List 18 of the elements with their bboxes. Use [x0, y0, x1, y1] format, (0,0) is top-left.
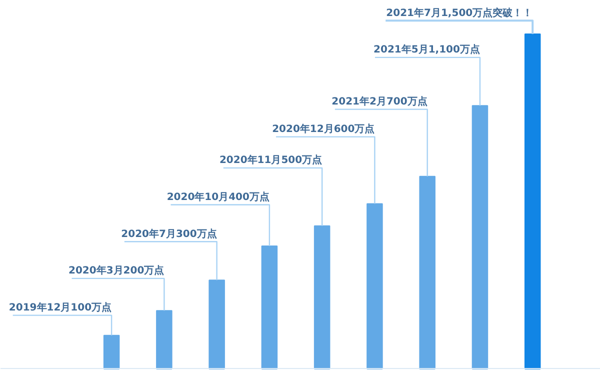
annotation: 2020年7月300万点	[121, 228, 217, 240]
annotation: 2021年2月700万点	[332, 95, 428, 108]
annotation: 2019年12月100万点	[8, 301, 112, 314]
annotation: 2020年12月600万点	[272, 122, 375, 135]
bar	[419, 176, 436, 370]
bar	[366, 203, 383, 370]
bar	[314, 225, 330, 370]
text: 2021年7月1,500万点突破！！	[386, 6, 533, 19]
annotation: 2020年11月500万点	[219, 154, 322, 166]
bar	[208, 280, 225, 370]
bar	[524, 33, 541, 370]
bar	[103, 334, 120, 370]
bar	[472, 105, 488, 370]
bar	[261, 245, 278, 370]
annotation: 2020年3月200万点	[68, 264, 164, 277]
bar	[156, 310, 172, 370]
annotation: 2020年10月400万点	[166, 190, 270, 203]
annotation: 2021年5月1,100万点	[374, 44, 480, 56]
